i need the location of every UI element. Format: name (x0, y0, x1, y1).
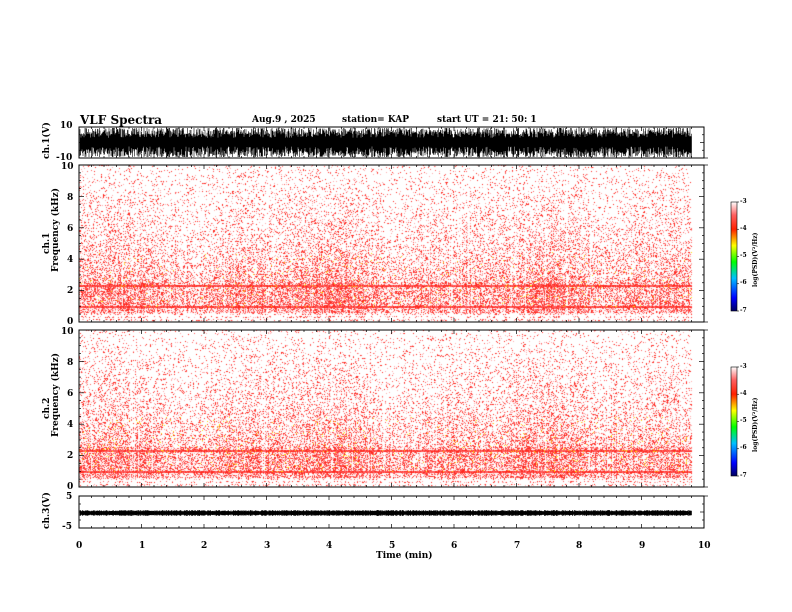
ch1-cbar-label: log(PSD)(V²/Hz) (752, 232, 759, 287)
ch1-wave-ylabel: ch.1(V) (42, 122, 52, 159)
ch2-cbar-tick-3: -6 (740, 444, 747, 451)
ch1-spec-ytick-0: 0 (67, 317, 74, 327)
ch1-spectrogram-image (79, 165, 704, 322)
ch1-wave-ytick-top: 10 (60, 121, 73, 131)
ch2-cbar-tick-1: -4 (740, 390, 747, 397)
ch1-spec-ytick-10: 10 (61, 162, 74, 172)
ch3-wave-ylabel: ch.3(V) (42, 492, 52, 529)
ch1-cbar-tick-4: -7 (740, 307, 747, 314)
ch1-cbar-tick-3: -6 (740, 279, 747, 286)
ch1-spec-ylabel: Frequency (kHz) (51, 187, 61, 272)
xtick-6: 6 (451, 541, 458, 551)
ch2-spec-ytick-0: 0 (67, 482, 74, 492)
axes-layer (78, 126, 739, 529)
spectrogram-layer (79, 165, 704, 487)
ch1-cbar-tick-0: -3 (740, 198, 747, 205)
ch1-spec-ytick-4: 4 (67, 255, 74, 265)
ch2-spec-ylabel: Frequency (kHz) (51, 352, 61, 437)
xtick-1: 1 (139, 541, 146, 551)
ch2-colorbar (730, 366, 738, 477)
ch1-waveform-trace (79, 128, 692, 157)
ch2-spec-ytick-10: 10 (61, 327, 74, 337)
ch2-spec-ytick-8: 8 (67, 358, 74, 368)
xtick-3: 3 (264, 541, 271, 551)
ch3-wave-ytick-bottom: -5 (62, 522, 72, 532)
ch1-cbar-tick-1: -4 (740, 225, 747, 232)
ch2-cbar-tick-0: -3 (740, 363, 747, 370)
ch1-colorbar (730, 201, 738, 312)
xtick-0: 0 (76, 541, 83, 551)
date-label: Aug.9 , 2025 (252, 115, 316, 125)
ch2-spec-ytick-2: 2 (67, 451, 74, 461)
waveform-layer (79, 128, 692, 516)
ch3-wave-ytick-top: 5 (66, 492, 73, 502)
ch2-spectrogram-image (79, 330, 704, 487)
ch1-spec-ytick-6: 6 (67, 224, 74, 234)
xtick-2: 2 (201, 541, 208, 551)
x-axis-label: Time (min) (376, 551, 433, 561)
station-label: station= KAP (342, 115, 410, 125)
ch2-cbar-tick-4: -7 (740, 472, 747, 479)
ch1-wave-ytick-bottom: -10 (56, 153, 73, 163)
ch2-spec-ytick-4: 4 (67, 420, 74, 430)
start-time-label: start UT = 21: 50: 1 (437, 115, 537, 125)
ch1-spec-ytick-8: 8 (67, 193, 74, 203)
ch2-spec-ytick-6: 6 (67, 389, 74, 399)
ch3-waveform-trace (79, 510, 692, 516)
ch2-cbar-label: log(PSD)(V²/Hz) (752, 397, 759, 452)
xtick-10: 10 (698, 541, 711, 551)
ch2-cbar-tick-2: -5 (740, 417, 747, 424)
xtick-9: 9 (639, 541, 646, 551)
xtick-7: 7 (514, 541, 521, 551)
xtick-4: 4 (326, 541, 333, 551)
ch1-cbar-tick-2: -5 (740, 252, 747, 259)
xtick-8: 8 (576, 541, 583, 551)
xtick-5: 5 (389, 541, 396, 551)
ch1-spec-ytick-2: 2 (67, 286, 74, 296)
chart-title: VLF Spectra (80, 113, 163, 127)
